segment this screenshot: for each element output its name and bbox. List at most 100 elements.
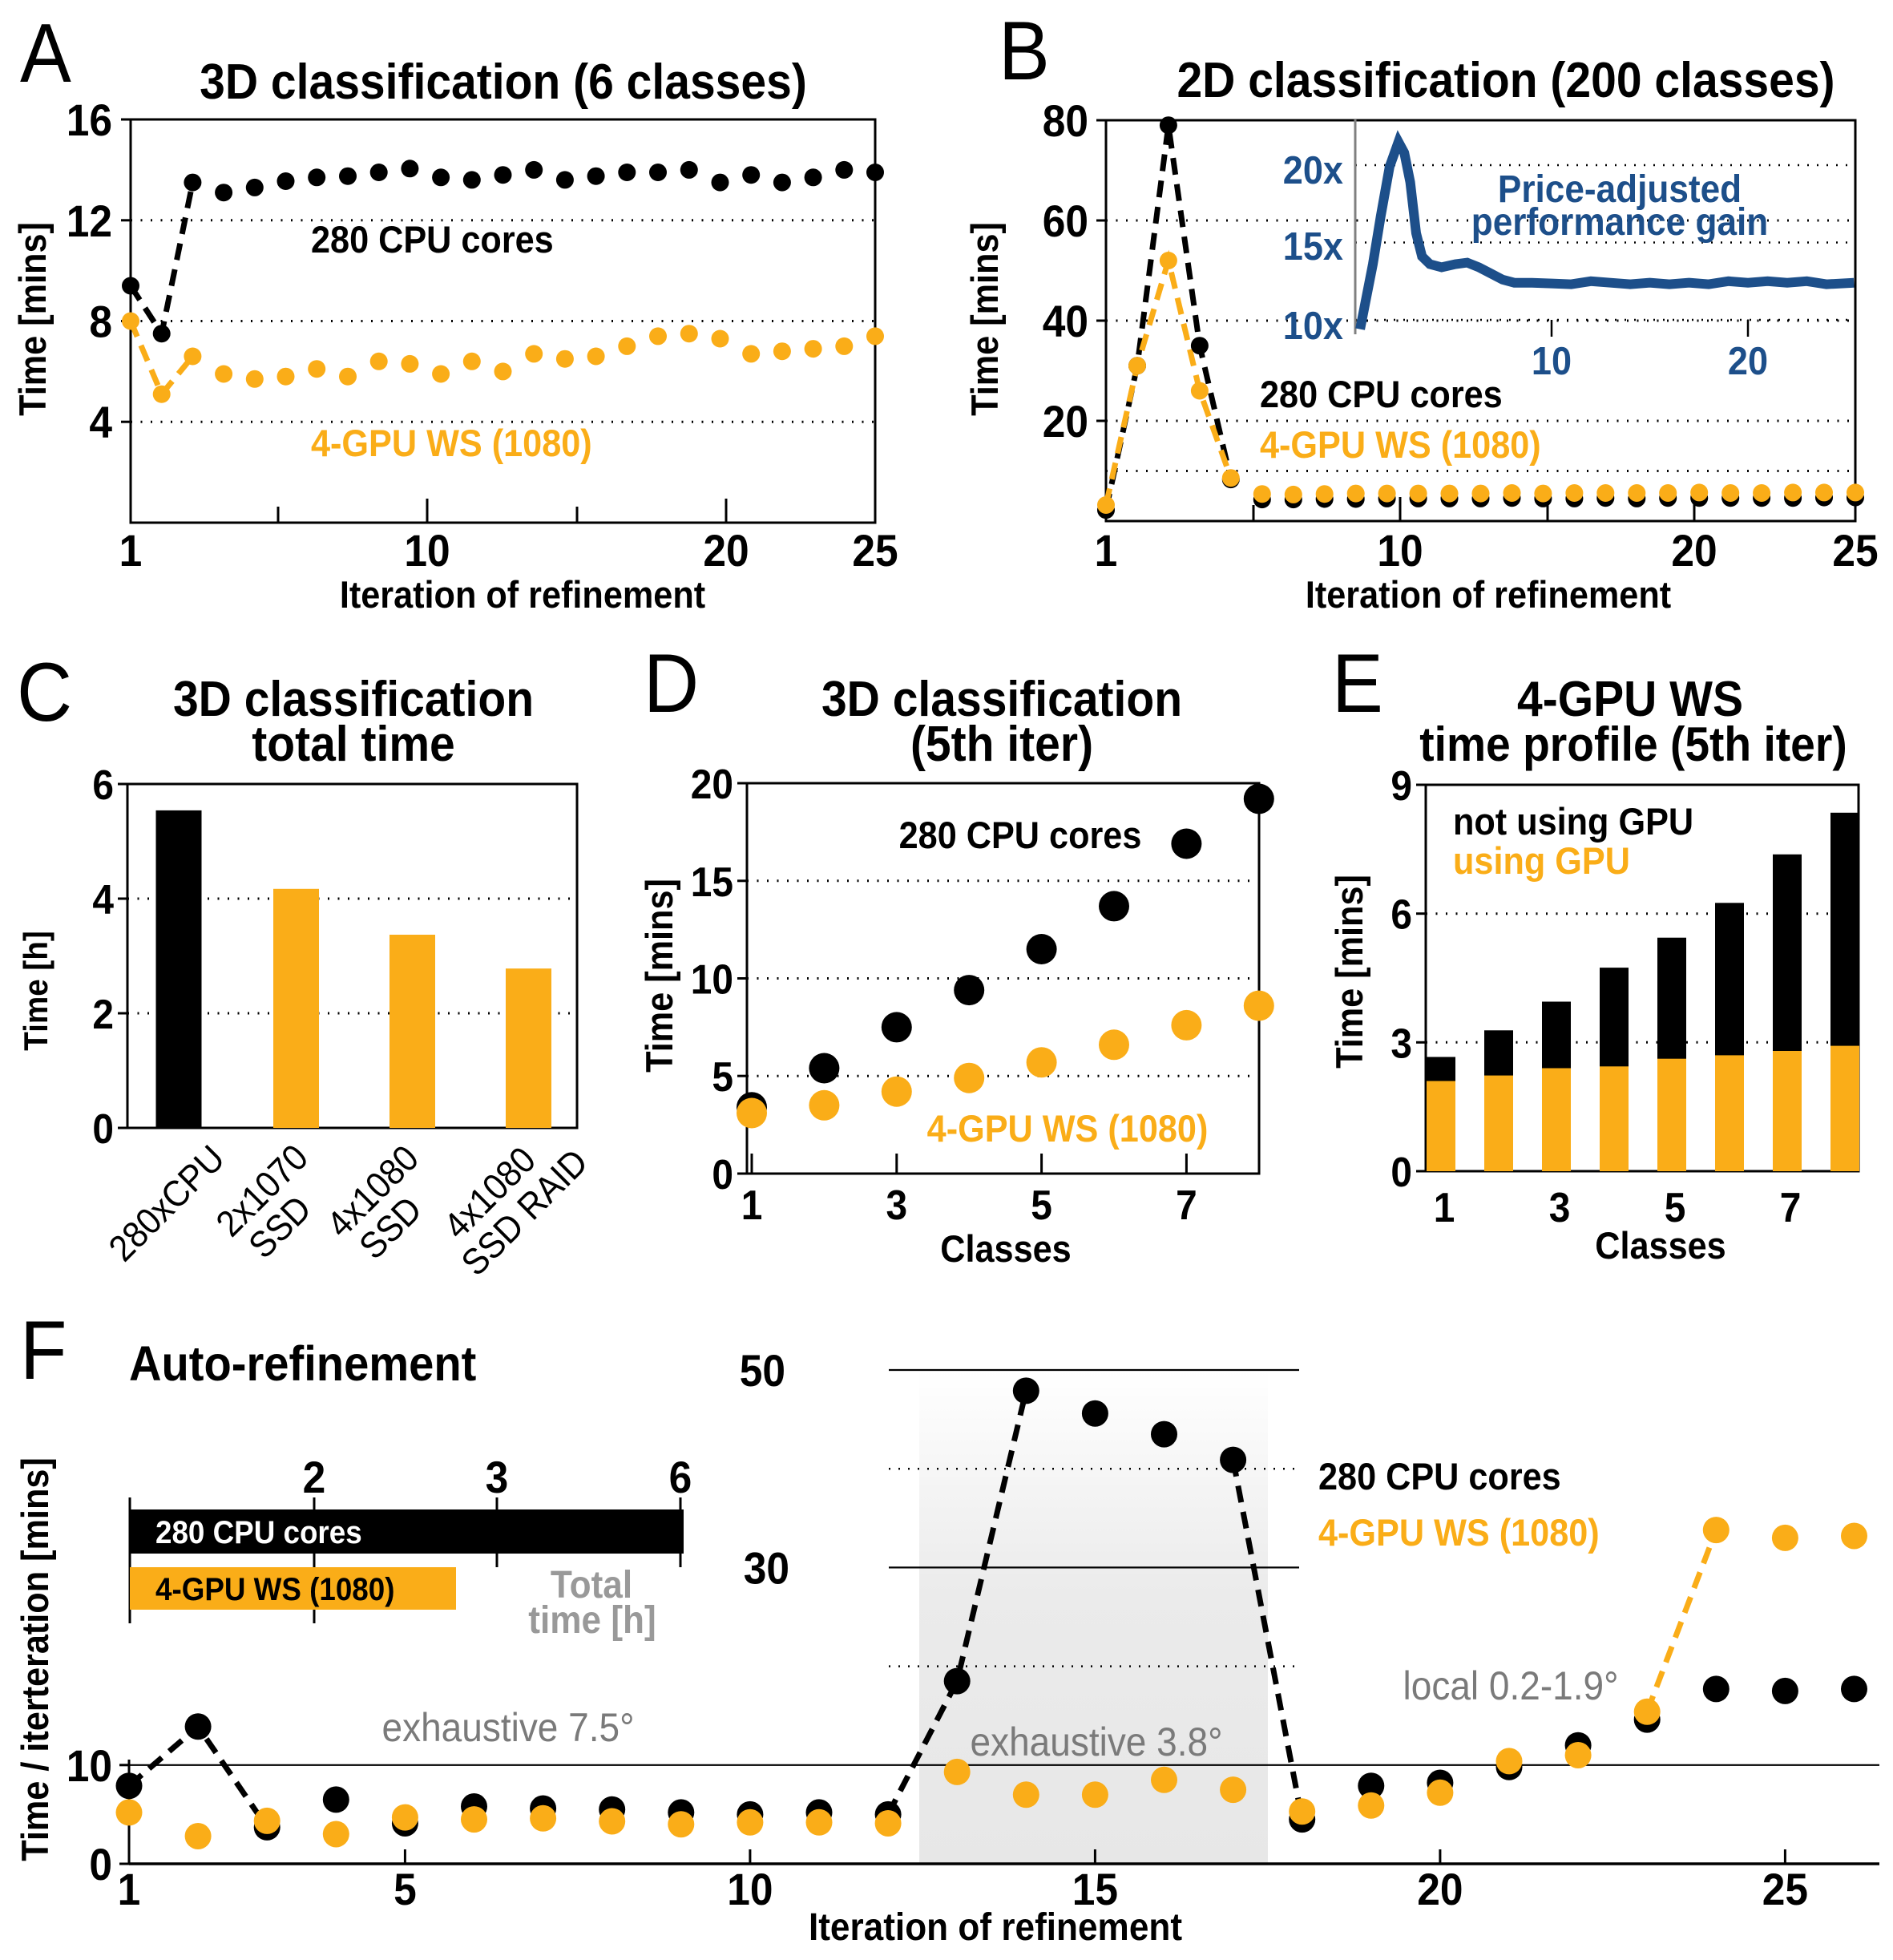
svg-text:1: 1 [741, 1182, 763, 1228]
svg-text:6: 6 [1390, 891, 1412, 938]
svg-text:3: 3 [1549, 1184, 1571, 1231]
svg-text:280 CPU cores: 280 CPU cores [155, 1515, 362, 1551]
svg-text:Classes: Classes [940, 1227, 1071, 1270]
svg-text:time profile (5th iter): time profile (5th iter) [1419, 718, 1847, 772]
svg-text:10: 10 [404, 526, 450, 576]
svg-text:not using GPU: not using GPU [1453, 800, 1693, 843]
svg-text:20: 20 [691, 761, 733, 807]
svg-text:B: B [999, 5, 1050, 98]
svg-text:4-GPU WS (1080): 4-GPU WS (1080) [155, 1572, 394, 1608]
svg-text:30: 30 [744, 1543, 789, 1593]
svg-text:16: 16 [67, 95, 112, 145]
svg-text:1: 1 [119, 526, 143, 576]
svg-text:Iteration of refinement: Iteration of refinement [809, 1905, 1182, 1948]
svg-text:50: 50 [740, 1346, 785, 1396]
svg-text:3: 3 [886, 1182, 907, 1228]
svg-text:Time [mins]: Time [mins] [963, 222, 1006, 416]
svg-text:4-GPU WS (1080): 4-GPU WS (1080) [311, 422, 592, 464]
svg-text:20: 20 [1671, 526, 1717, 576]
svg-text:3D classification (6 classes): 3D classification (6 classes) [200, 54, 807, 110]
svg-text:10: 10 [727, 1865, 773, 1914]
svg-text:5: 5 [1031, 1182, 1052, 1228]
svg-text:0: 0 [89, 1840, 112, 1889]
svg-text:0: 0 [1390, 1149, 1412, 1195]
svg-text:F: F [20, 1304, 67, 1397]
svg-text:4-GPU WS (1080): 4-GPU WS (1080) [1318, 1511, 1600, 1554]
svg-text:2D classification (200 classes: 2D classification (200 classes) [1177, 52, 1834, 108]
svg-text:local 0.2-1.9°: local 0.2-1.9° [1403, 1664, 1619, 1708]
svg-text:D: D [644, 637, 699, 730]
svg-text:20: 20 [1043, 397, 1088, 447]
svg-text:1: 1 [1434, 1184, 1455, 1231]
svg-text:2: 2 [92, 991, 114, 1037]
svg-text:(5th iter): (5th iter) [910, 716, 1093, 772]
svg-text:20: 20 [1417, 1865, 1463, 1914]
svg-text:25: 25 [1832, 526, 1878, 576]
svg-text:8: 8 [89, 297, 112, 347]
svg-text:20: 20 [703, 526, 749, 576]
svg-text:7: 7 [1176, 1182, 1197, 1228]
svg-text:20x: 20x [1283, 148, 1343, 192]
svg-text:2: 2 [303, 1453, 326, 1502]
svg-text:5: 5 [1665, 1184, 1686, 1231]
svg-text:time [h]: time [h] [528, 1598, 656, 1641]
svg-text:280 CPU cores: 280 CPU cores [1318, 1455, 1561, 1497]
svg-text:Time [mins]: Time [mins] [11, 222, 54, 416]
svg-text:performance gain: performance gain [1471, 200, 1768, 243]
svg-text:6: 6 [669, 1453, 692, 1502]
svg-text:C: C [17, 646, 72, 739]
svg-text:0: 0 [712, 1151, 733, 1198]
svg-text:12: 12 [67, 196, 112, 246]
svg-text:Time / iterteration [mins]: Time / iterteration [mins] [14, 1457, 56, 1861]
svg-text:80: 80 [1043, 96, 1088, 146]
svg-text:4-GPU WS: 4-GPU WS [1517, 671, 1743, 727]
svg-text:Iteration of refinement: Iteration of refinement [1306, 573, 1671, 616]
svg-text:using GPU: using GPU [1453, 839, 1630, 882]
svg-text:3: 3 [486, 1453, 509, 1502]
svg-text:15x: 15x [1283, 224, 1343, 268]
svg-text:exhaustive 7.5°: exhaustive 7.5° [382, 1706, 635, 1750]
svg-text:10: 10 [1532, 338, 1572, 382]
svg-text:9: 9 [1390, 762, 1412, 809]
svg-text:Time [mins]: Time [mins] [638, 879, 680, 1073]
svg-text:4: 4 [89, 398, 112, 447]
svg-text:25: 25 [1762, 1865, 1808, 1914]
svg-text:A: A [20, 7, 71, 100]
svg-text:60: 60 [1043, 196, 1088, 246]
svg-text:Iteration of refinement: Iteration of refinement [340, 573, 705, 616]
svg-text:Classes: Classes [1595, 1224, 1725, 1267]
svg-text:Time [mins]: Time [mins] [1328, 875, 1370, 1069]
svg-text:25: 25 [852, 526, 898, 576]
svg-text:1: 1 [118, 1865, 141, 1914]
svg-text:15: 15 [691, 859, 733, 905]
svg-text:3D classification: 3D classification [821, 671, 1182, 727]
svg-text:exhaustive 3.8°: exhaustive 3.8° [971, 1720, 1223, 1764]
svg-text:Time [h]: Time [h] [16, 931, 54, 1051]
svg-text:Total: Total [551, 1562, 632, 1606]
svg-text:4-GPU WS (1080): 4-GPU WS (1080) [1260, 423, 1541, 466]
svg-text:40: 40 [1043, 297, 1088, 346]
svg-text:Price-adjusted: Price-adjusted [1498, 167, 1742, 210]
svg-text:Auto-refinement: Auto-refinement [129, 1337, 476, 1392]
svg-text:6: 6 [92, 762, 114, 808]
svg-text:10: 10 [1377, 526, 1423, 576]
svg-text:280 CPU cores: 280 CPU cores [899, 814, 1142, 856]
svg-text:20: 20 [1728, 338, 1768, 382]
svg-text:280 CPU cores: 280 CPU cores [311, 218, 554, 261]
svg-text:10: 10 [67, 1741, 112, 1791]
svg-text:15: 15 [1072, 1865, 1118, 1914]
svg-text:280 CPU cores: 280 CPU cores [1260, 373, 1503, 415]
svg-text:E: E [1332, 637, 1383, 730]
svg-text:total time: total time [252, 716, 454, 772]
svg-text:7: 7 [1780, 1184, 1802, 1231]
svg-text:4-GPU WS (1080): 4-GPU WS (1080) [927, 1107, 1209, 1150]
svg-text:4: 4 [92, 876, 114, 923]
svg-text:3: 3 [1390, 1020, 1412, 1066]
svg-text:10x: 10x [1283, 303, 1343, 347]
svg-text:10: 10 [691, 956, 733, 1003]
svg-text:5: 5 [394, 1865, 417, 1914]
svg-text:1: 1 [1095, 526, 1118, 576]
svg-text:5: 5 [712, 1053, 733, 1100]
svg-text:3D classification: 3D classification [173, 671, 534, 727]
svg-text:0: 0 [92, 1105, 114, 1152]
